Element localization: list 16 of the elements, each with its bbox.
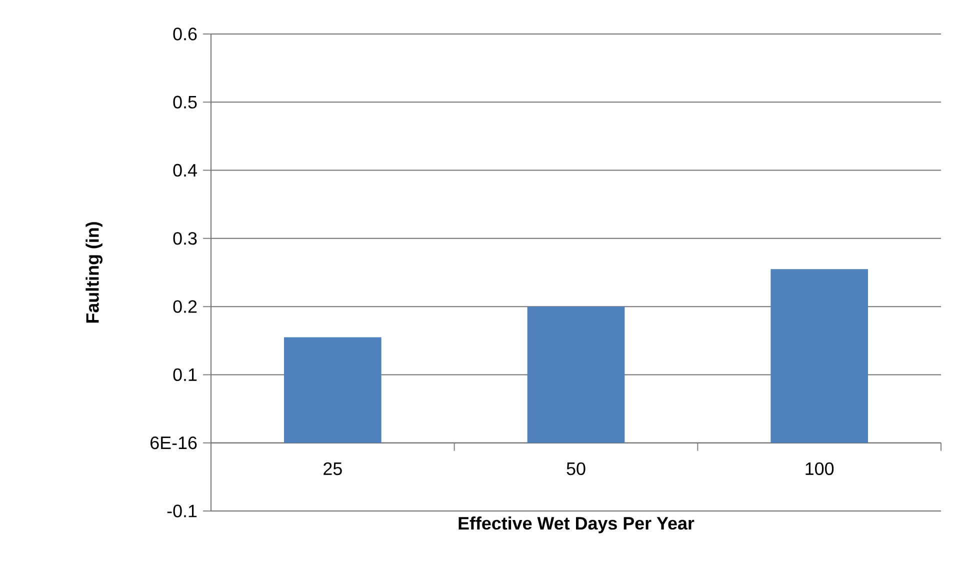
bar bbox=[527, 306, 625, 443]
y-tick-label: 0.2 bbox=[173, 300, 197, 313]
x-tick-label: 25 bbox=[324, 462, 342, 476]
bar bbox=[284, 337, 382, 443]
y-tick-label: 0.4 bbox=[173, 164, 197, 177]
y-tick-label: 0.6 bbox=[173, 28, 197, 40]
x-tick-label: 50 bbox=[566, 462, 586, 476]
x-axis-title: Effective Wet Days Per Year bbox=[458, 516, 694, 534]
y-axis-title: Faulting (in) bbox=[86, 222, 102, 323]
y-tick-label: 0.5 bbox=[173, 96, 197, 108]
x-tick-label: 100 bbox=[806, 462, 834, 476]
bar bbox=[770, 269, 868, 443]
y-tick-label: 0.1 bbox=[173, 368, 197, 382]
y-tick-label: 0.3 bbox=[173, 232, 197, 245]
y-tick-label: -0.1 bbox=[167, 504, 197, 518]
y-tick-label: 6E-16 bbox=[150, 436, 197, 450]
